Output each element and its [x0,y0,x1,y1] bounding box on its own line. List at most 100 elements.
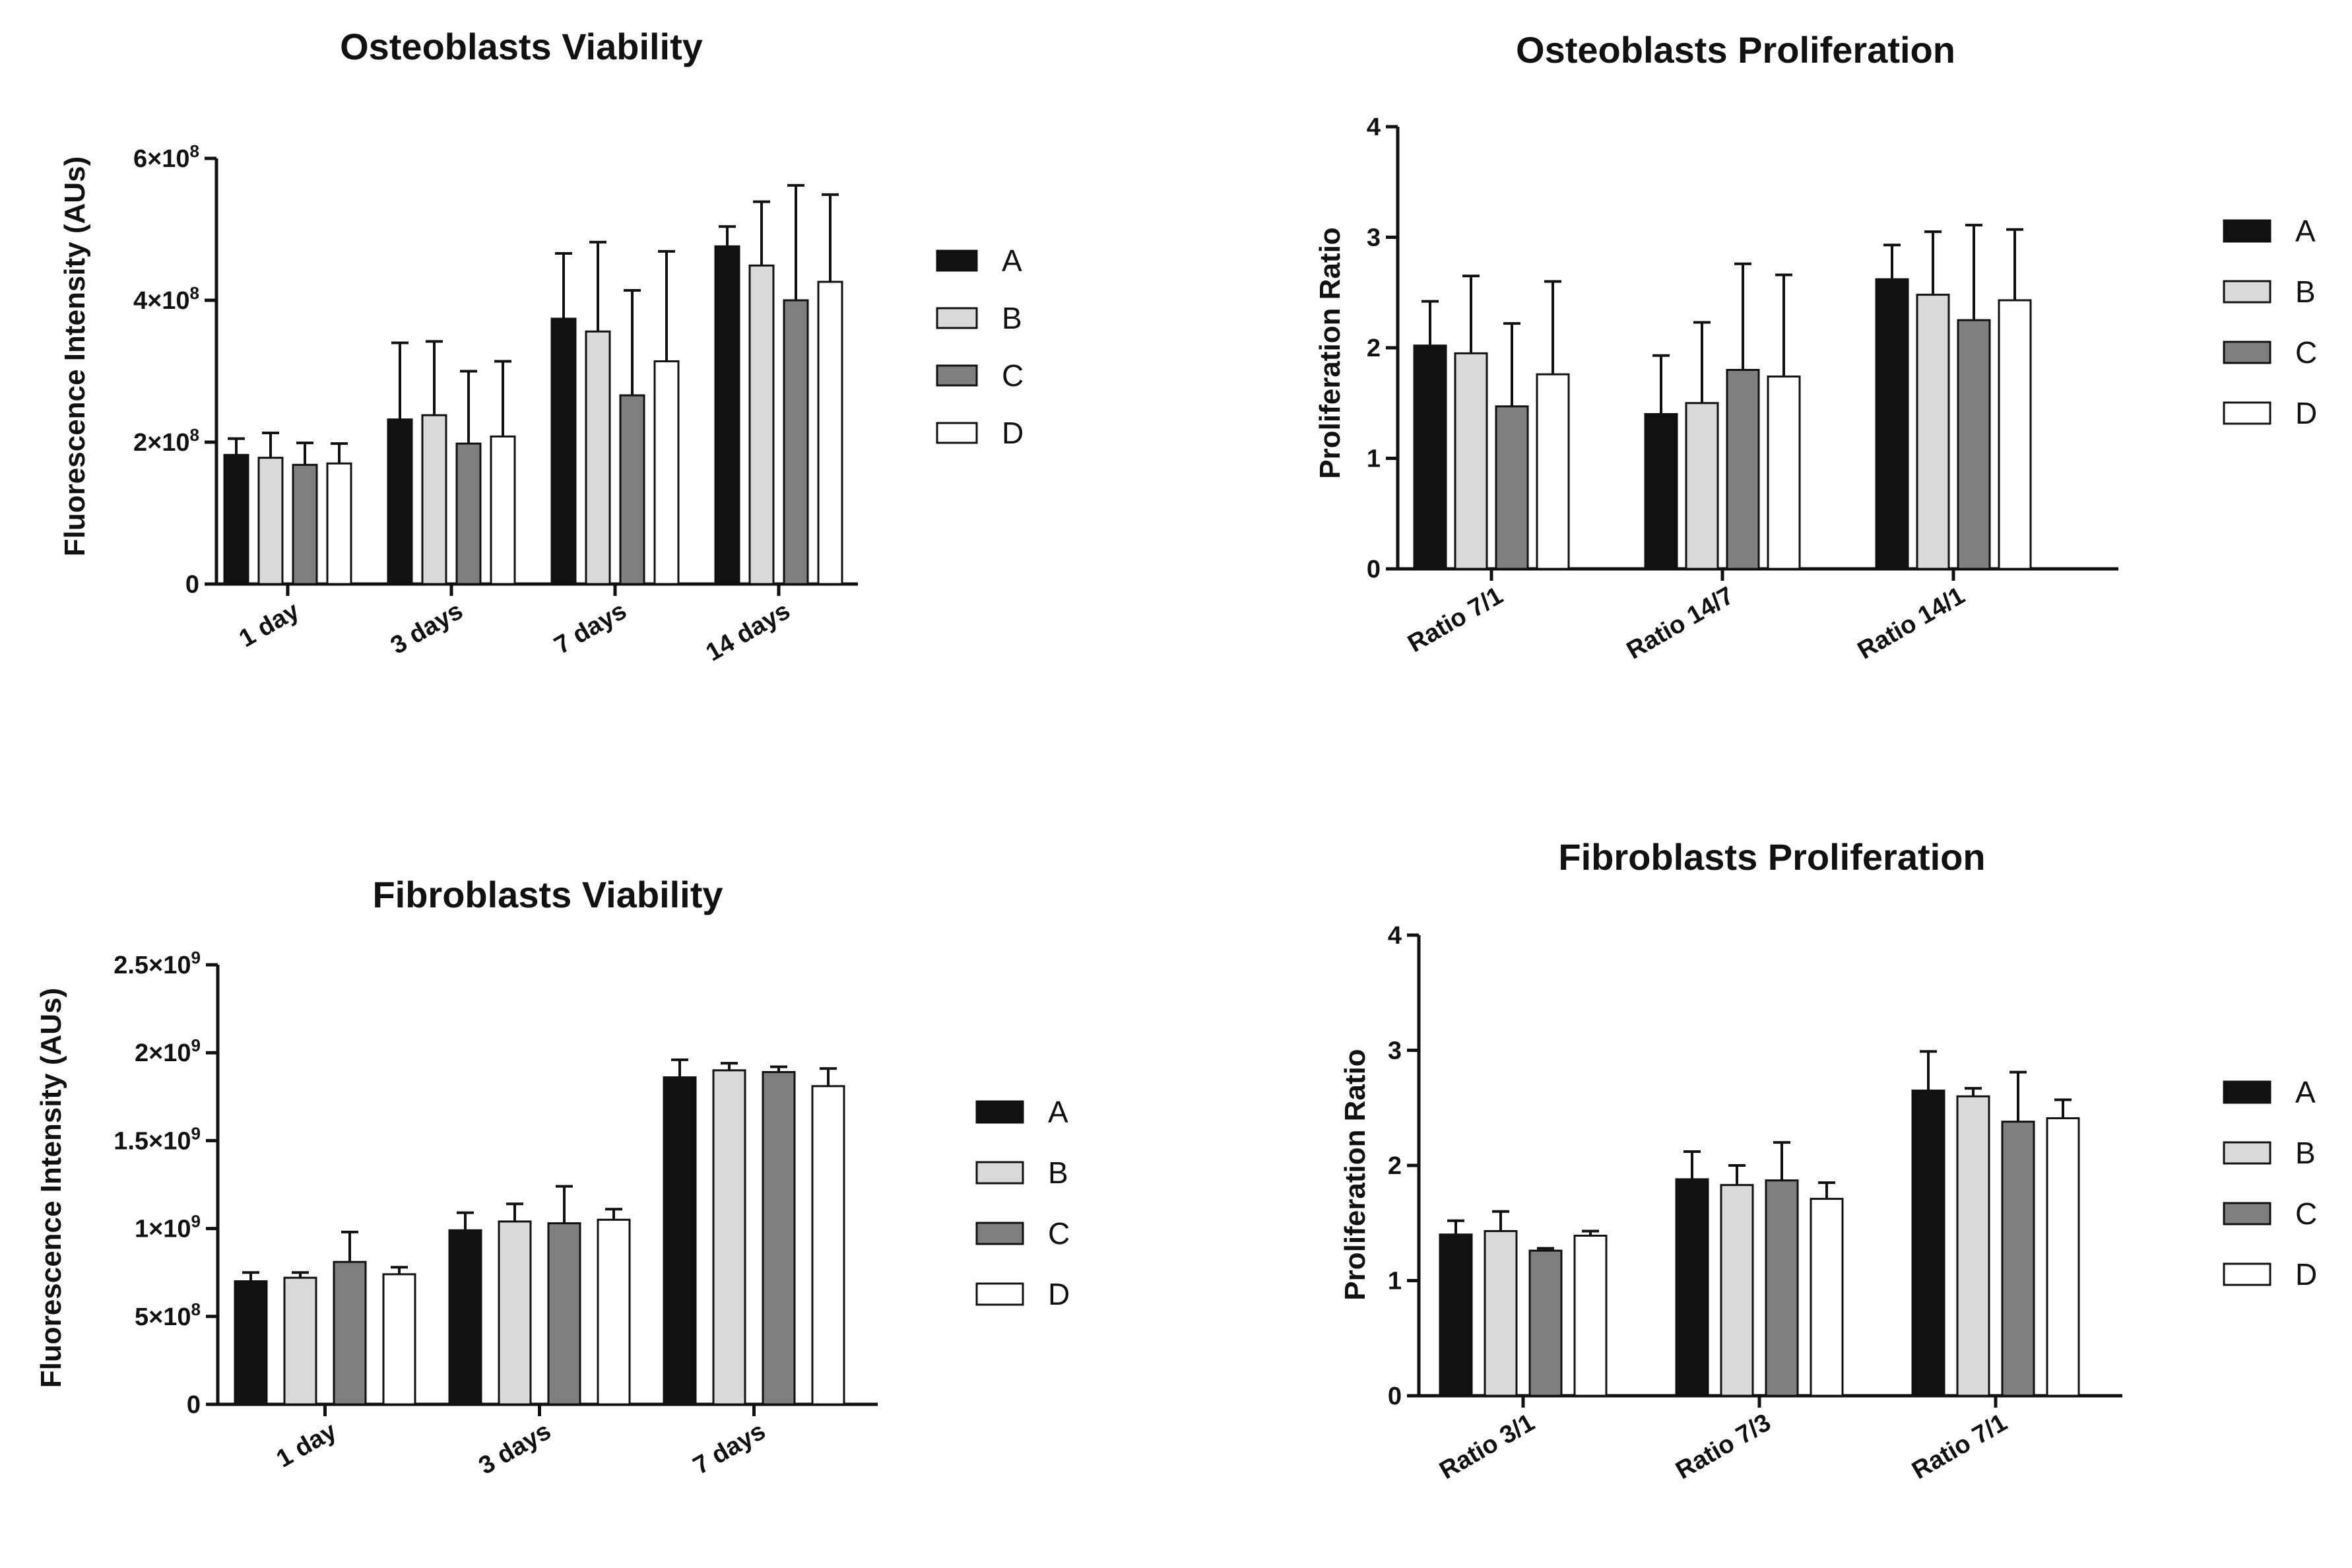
legend-swatch-C [975,1222,1024,1245]
y-tick-label: 2×108 [133,425,199,457]
bar-D [1810,1198,1844,1397]
bar-B [421,414,447,585]
bar-D [1767,376,1801,570]
bar-B [1916,294,1950,570]
bar-C [2001,1121,2035,1397]
legend-swatch-A [2223,1080,2271,1104]
chart-title: Fibroblasts Proliferation [1558,836,1985,878]
legend-label: D [2295,1257,2317,1291]
legend-label: A [1002,244,1022,278]
bar-D [1573,1234,1608,1397]
bar-A [223,453,249,585]
chart-title: Osteoblasts Viability [340,26,703,67]
bar-C [1765,1179,1799,1397]
y-tick-label: 0 [1388,1383,1402,1410]
legend-label: D [1048,1277,1070,1311]
bar-A [234,1280,268,1406]
legend-swatch-C [936,364,978,387]
bar-C [292,463,318,585]
y-tick-label: 3 [1388,1037,1402,1065]
legend-label: C [1048,1216,1070,1251]
bar-B [1484,1229,1518,1397]
legend-swatch-B [936,307,978,329]
x-tick-label: Ratio 14/1 [1853,581,1969,665]
bar-B [748,264,775,585]
legend-swatch-D [936,422,978,444]
bar-B [1956,1095,1990,1397]
legend-swatch-C [2223,341,2271,364]
legend-swatch-B [2223,280,2271,304]
bar-D [2046,1117,2080,1397]
y-tick-label: 0 [185,571,199,599]
y-tick-label: 1 [1367,445,1381,473]
legend-swatch-A [2223,219,2271,243]
legend-swatch-D [2223,1262,2271,1286]
bar-C [333,1260,367,1406]
panel-osteoblasts-viability: Osteoblasts Viability Fluorescence Inten… [59,26,1024,667]
panel-fibroblasts-viability: Fibroblasts Viability Fluorescence Inten… [35,874,1070,1480]
bar-A [387,418,413,585]
legend-swatch-A [936,249,978,272]
legend-swatch-B [2223,1141,2271,1165]
chart-title: Osteoblasts Proliferation [1516,29,1955,71]
legend-label: A [2295,214,2316,248]
y-tick-label: 2 [1367,335,1381,362]
y-tick-label: 4 [1367,114,1381,141]
legend-label: D [1002,416,1024,450]
y-tick-label: 2.5×109 [114,948,201,979]
bar-C [1528,1249,1563,1397]
x-tick-label: Ratio 7/1 [1403,581,1507,658]
bar-B [1454,352,1488,570]
bar-B [712,1069,746,1406]
legend-swatch-B [975,1161,1024,1185]
y-tick-label: 0 [187,1391,201,1419]
legend-label: C [2295,335,2317,370]
x-tick-label: Ratio 14/7 [1622,581,1738,665]
bar-B [1685,402,1719,570]
legend-label: B [1048,1156,1068,1190]
y-tick-label: 4 [1388,922,1402,950]
y-tick-label: 3 [1367,224,1381,252]
bar-A [1644,413,1678,570]
y-tick-label: 4×108 [133,283,199,315]
bar-A [1675,1178,1709,1397]
bar-B [1720,1184,1754,1397]
bar-D [817,280,843,585]
bar-B [283,1276,317,1406]
legend-label: C [1002,358,1024,393]
bar-A [1439,1233,1473,1397]
bar-C [762,1071,796,1406]
y-tick-label: 2×109 [135,1035,201,1067]
bar-B [257,457,284,585]
x-tick-label: 1 day [234,597,304,653]
chart-title: Fibroblasts Viability [372,874,723,915]
legend-label: A [2295,1075,2316,1109]
x-tick-label: Ratio 7/3 [1671,1408,1775,1485]
bar-C [1726,369,1760,570]
bar-D [811,1085,845,1406]
x-tick-label: 7 days [689,1417,770,1480]
legend-label: B [1002,301,1022,335]
legend-swatch-A [975,1100,1024,1124]
x-tick-label: 14 days [702,597,795,667]
bar-A [550,317,577,585]
x-tick-label: Ratio 7/1 [1907,1408,2011,1485]
x-tick-label: 3 days [474,1417,556,1480]
bar-D [382,1273,416,1406]
x-tick-label: 3 days [386,597,467,660]
bar-C [1495,405,1529,570]
y-tick-label: 5×108 [135,1299,201,1331]
bar-A [1911,1090,1945,1397]
bar-D [653,360,680,585]
bar-A [714,245,740,585]
legend-swatch-D [2223,401,2271,425]
bar-C [455,442,482,585]
legend-label: C [2295,1196,2317,1231]
y-tick-label: 6×108 [133,141,199,173]
y-tick-label: 1 [1388,1268,1402,1295]
bar-C [783,299,809,585]
bar-D [597,1218,631,1406]
bar-C [619,394,645,585]
legend-label: B [2295,1136,2316,1170]
panel-fibroblasts-proliferation: Fibroblasts Proliferation Proliferation … [1339,836,2317,1485]
